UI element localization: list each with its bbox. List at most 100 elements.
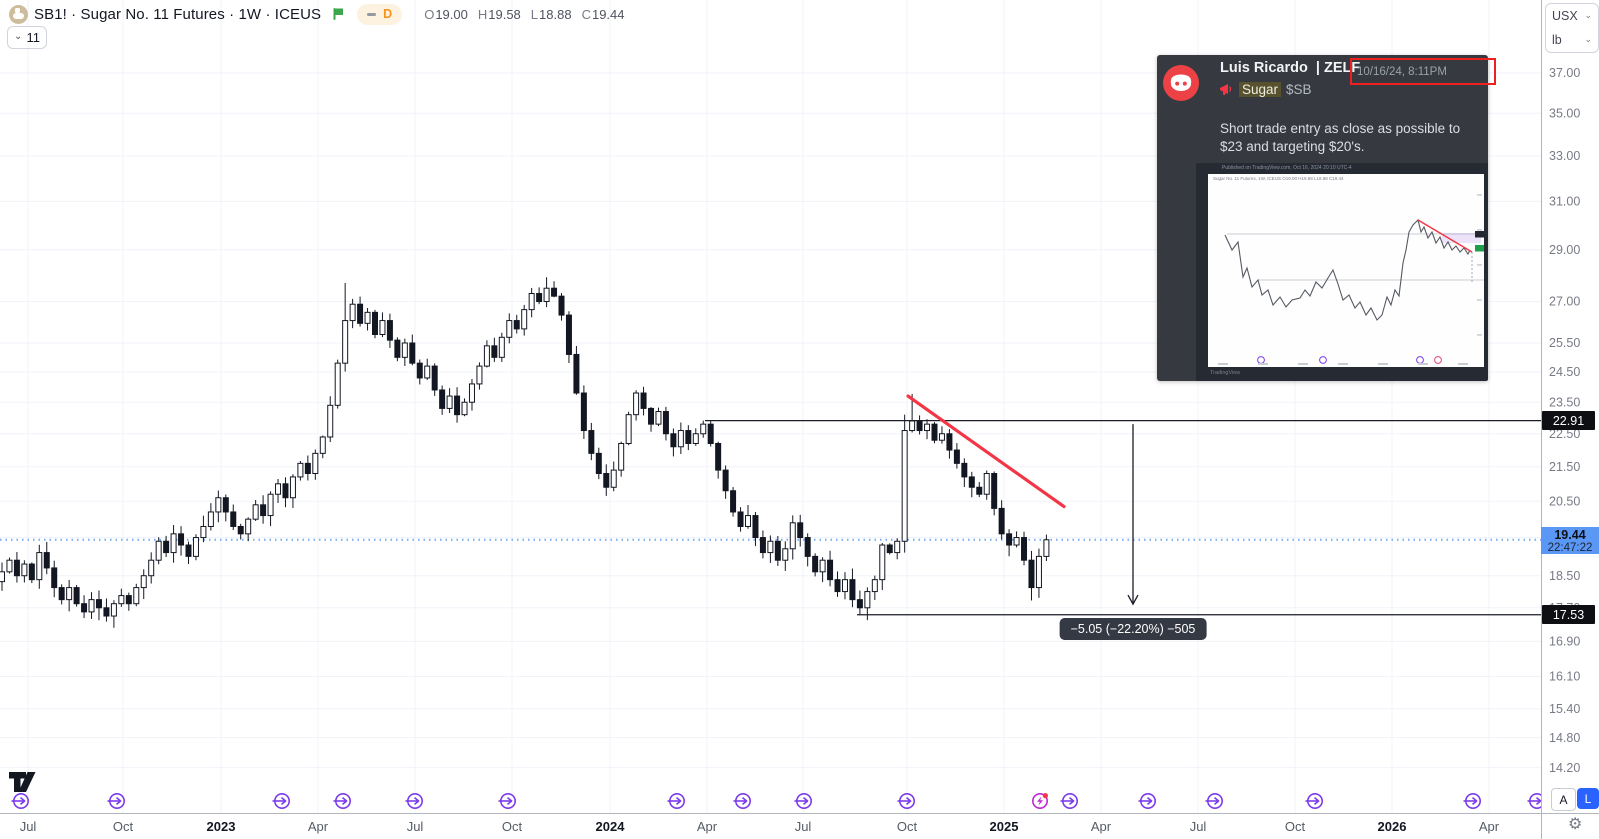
goto-event-icon[interactable] (1138, 792, 1157, 809)
last-price-tag: 19.44 22:47:22 (1541, 527, 1599, 554)
time-tick-label: Apr (697, 819, 718, 834)
price-tag-lower: 17.53 (1542, 605, 1595, 624)
goto-event-icon[interactable] (733, 792, 751, 809)
tradingview-logo[interactable] (9, 772, 36, 792)
price-tick-label: 33.00 (1549, 149, 1580, 163)
last-price-value: 19.44 (1554, 528, 1586, 542)
goto-event-icon[interactable] (107, 792, 126, 809)
open-value: 19.00 (435, 6, 468, 22)
price-tick-label: 25.50 (1549, 336, 1580, 350)
time-tick-label: 2024 (596, 819, 626, 834)
discord-timestamp: 10/16/24, 8:11PM (1357, 65, 1447, 78)
price-tick-label: 16.90 (1549, 635, 1580, 649)
time-tick-label: Jul (795, 819, 812, 834)
mini-event-icon (1416, 356, 1424, 364)
symbol-legend[interactable]: SB1! · Sugar No. 11 Futures · 1W · ICEUS… (9, 3, 625, 25)
time-tick-label: Apr (308, 819, 329, 834)
mini-month-label (1338, 363, 1348, 365)
megaphone-icon (1220, 83, 1232, 95)
discord-logo-icon (1170, 74, 1192, 91)
timestamp-highlight-box: 10/16/24, 8:11PM (1350, 58, 1496, 85)
goto-event-icon[interactable] (1463, 792, 1482, 809)
measure-label: −5.05 (−22.20%) −505 (1059, 618, 1207, 640)
price-tick-label: 20.50 (1549, 494, 1580, 508)
time-tick-label: Oct (113, 819, 134, 834)
flash-event-icon[interactable] (1032, 792, 1049, 809)
ticker-text: $SB (1286, 81, 1312, 97)
unit-select[interactable]: lb ⌄ (1546, 28, 1598, 52)
price-tag-upper: 22.91 (1542, 411, 1595, 430)
goto-event-icon[interactable] (794, 792, 812, 809)
timeline-event-icons[interactable] (11, 792, 1546, 809)
price-tick-label: 16.10 (1549, 670, 1580, 684)
goto-event-icon[interactable] (897, 792, 915, 809)
high-label: H (477, 6, 488, 22)
price-tick-label: 35.00 (1549, 107, 1580, 121)
price-unit-selector[interactable]: USX ⌄ lb ⌄ (1545, 3, 1599, 53)
time-tick-label: Jul (20, 819, 37, 834)
goto-event-icon[interactable] (1527, 792, 1546, 809)
currency-select[interactable]: USX ⌄ (1546, 4, 1598, 28)
mini-zone-band (1442, 233, 1481, 243)
high-value: 19.58 (488, 6, 521, 22)
data-status-pill[interactable]: D (357, 3, 403, 25)
mini-trendline (1417, 219, 1473, 253)
mini-chart-canvas (1218, 194, 1484, 365)
discord-avatar (1163, 65, 1199, 101)
ohlc-readout: O 19.00 H 19.58 L 18.88 C 19.44 (424, 7, 624, 22)
price-tick-label: 37.00 (1549, 66, 1580, 80)
embed-chart-legend: Sugar No. 11 Futures, 1W, ICEUS O19.00 H… (1213, 176, 1344, 181)
mini-green-tag (1475, 245, 1484, 252)
price-tick-label: 23.50 (1549, 395, 1580, 409)
mini-black-tag (1475, 231, 1484, 238)
discord-tag-line: Sugar $SB (1220, 80, 1312, 98)
goto-event-icon[interactable] (498, 792, 516, 809)
close-value: 19.44 (591, 6, 625, 22)
price-tick-label: 15.40 (1549, 702, 1580, 716)
embed-chart-image (1208, 174, 1484, 367)
embed-header-text: Published on TradingView.com, Oct 16, 20… (1222, 165, 1352, 171)
goto-event-icon[interactable] (667, 792, 685, 809)
goto-event-icon[interactable] (1205, 792, 1224, 809)
discord-username[interactable]: Luis Ricardo | ZELF (1220, 60, 1361, 76)
goto-event-icon[interactable] (11, 792, 29, 809)
mini-month-label (1458, 363, 1468, 365)
goto-event-icon[interactable] (1060, 792, 1079, 809)
time-tick-label: Oct (502, 819, 523, 834)
goto-event-icon[interactable] (333, 792, 351, 809)
time-axis-bg[interactable] (0, 813, 1599, 839)
chevron-down-icon: ⌄ (14, 30, 23, 42)
unit-value: lb (1552, 33, 1562, 47)
goto-event-icon[interactable] (272, 792, 290, 809)
trendline[interactable] (906, 394, 1066, 509)
symbol-title[interactable]: SB1! · Sugar No. 11 Futures · 1W · ICEUS (34, 5, 322, 23)
goto-event-icon[interactable] (1305, 792, 1324, 809)
price-tick-label: 14.80 (1549, 731, 1580, 745)
price-range-arrow[interactable] (1127, 424, 1139, 606)
auto-scale-button[interactable]: A (1551, 788, 1576, 811)
dash-icon (367, 12, 377, 16)
log-scale-button[interactable]: L (1577, 788, 1599, 809)
time-tick-label: Jul (1190, 819, 1207, 834)
mini-month-label (1258, 363, 1268, 365)
tradingview-watermark: TradingView (1210, 370, 1241, 376)
symbol-logo-icon (9, 4, 28, 24)
price-tick-label: 31.00 (1549, 195, 1580, 209)
low-label: L (530, 6, 539, 22)
mini-month-label (1298, 363, 1308, 365)
mini-month-label (1378, 363, 1388, 365)
time-axis-labels[interactable]: Jul Oct 2023 Apr Jul Oct 2024 Apr Jul Oct 2025 Apr J… (20, 819, 1500, 834)
price-tick-label: 18.50 (1549, 569, 1580, 583)
time-tick-label: Apr (1479, 819, 1500, 834)
time-tick-label: Oct (897, 819, 918, 834)
candlestick-series (0, 277, 1050, 628)
time-tick-label: 2026 (1378, 819, 1407, 834)
chevron-down-icon: ⌄ (1584, 33, 1592, 44)
discord-message-line2: $23 and targeting $20's. (1220, 139, 1365, 154)
mini-price-path (1224, 218, 1471, 321)
object-tree-toggle[interactable]: ⌄ 11 (7, 26, 47, 49)
search-highlight: Sugar (1239, 81, 1282, 97)
goto-event-icon[interactable] (405, 792, 423, 809)
gear-icon[interactable]: ⚙ (1568, 816, 1583, 833)
